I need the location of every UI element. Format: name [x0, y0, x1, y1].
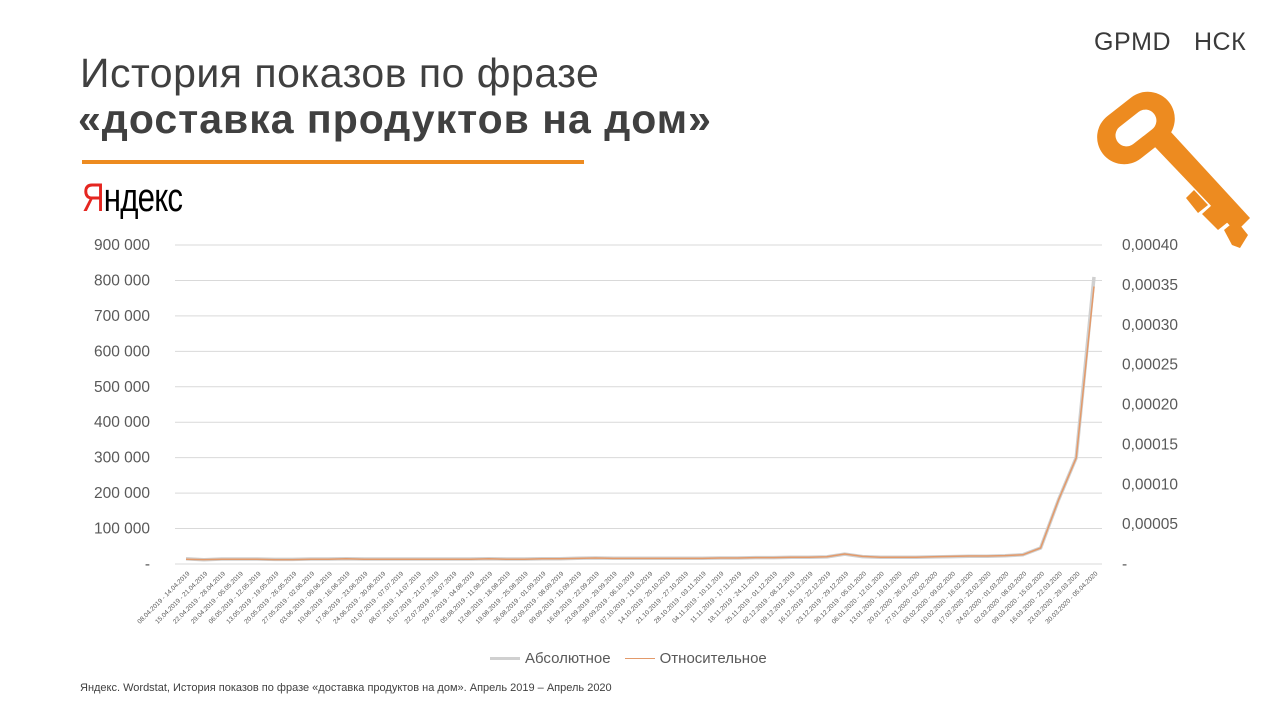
y-left-tick-label: 800 000: [94, 272, 150, 289]
y-left-tick-label: 100 000: [94, 521, 150, 538]
chart-legend: Абсолютное Относительное: [490, 650, 767, 667]
legend-swatch-relative: [624, 658, 655, 659]
y-right-tick-label: 0,00015: [1122, 436, 1178, 453]
series-line-relative: [185, 286, 1095, 561]
page-title-line2: «доставка продуктов на дом»: [78, 96, 712, 142]
y-axis-left: - 100 000 200 000 300 000 400 000 500 000 600 …: [94, 237, 150, 573]
y-left-tick-label: 900 000: [94, 237, 150, 254]
y-right-tick-label: -: [1122, 556, 1127, 573]
legend-label-relative: Относительное: [659, 650, 767, 667]
y-left-tick-label: 700 000: [94, 308, 150, 325]
legend-label-absolute: Абсолютное: [525, 650, 611, 667]
y-left-tick-label: 500 000: [94, 379, 150, 396]
title-underline: [82, 160, 584, 164]
y-axis-right: - 0,00005 0,00010 0,00015 0,00020 0,00025 0,00…: [1122, 237, 1178, 573]
legend-item-relative: Относительное: [624, 650, 767, 667]
y-left-tick-label: -: [145, 556, 150, 573]
yandex-logo-first-letter: Я: [82, 176, 105, 220]
yandex-logo: Яндекс: [82, 176, 183, 221]
key-icon: [1097, 91, 1250, 248]
gpmd-logo-text: GPMD: [1094, 28, 1171, 56]
line-chart: - 100 000 200 000 300 000 400 000 500 000 600 …: [94, 237, 1178, 626]
nsk-logo-text: НСК: [1194, 28, 1247, 56]
y-left-tick-label: 200 000: [94, 485, 150, 502]
y-left-tick-label: 300 000: [94, 450, 150, 467]
page-title-line1: История показов по фразе: [80, 50, 600, 96]
grid-lines: [175, 244, 1102, 565]
y-left-tick-label: 600 000: [94, 343, 150, 360]
y-right-tick-label: 0,00040: [1122, 237, 1178, 254]
y-right-tick-label: 0,00035: [1122, 277, 1178, 294]
y-right-tick-label: 0,00010: [1122, 476, 1178, 493]
series-lines: [185, 276, 1096, 562]
source-caption: Яндекс. Wordstat, История показов по фра…: [80, 682, 612, 694]
series-line-absolute: [185, 276, 1096, 562]
legend-item-absolute: Абсолютное: [490, 650, 611, 667]
y-right-tick-label: 0,00005: [1122, 516, 1178, 533]
y-left-tick-label: 400 000: [94, 414, 150, 431]
yandex-logo-rest: ндекс: [103, 176, 183, 220]
y-right-tick-label: 0,00030: [1122, 317, 1178, 334]
y-right-tick-label: 0,00025: [1122, 357, 1178, 374]
y-right-tick-label: 0,00020: [1122, 397, 1178, 414]
legend-swatch-absolute: [490, 657, 520, 660]
